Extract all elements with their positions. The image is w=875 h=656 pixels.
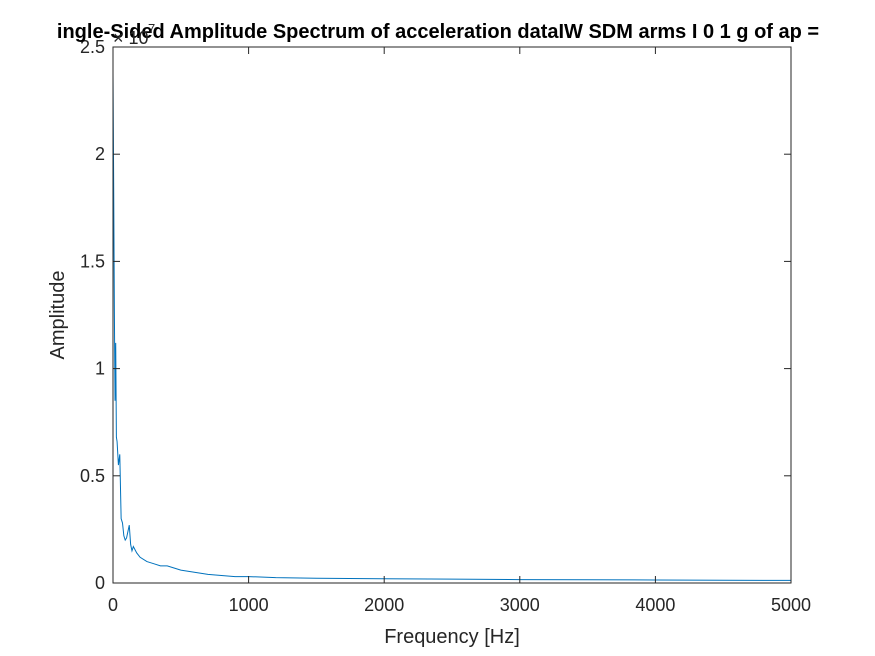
chart-title: ingle-Sided Amplitude Spectrum of accele… [57, 21, 819, 43]
x-tick-label: 4000 [635, 595, 675, 615]
y-tick-label: 1.5 [80, 251, 105, 271]
axes-layer: 0 1000 2000 3000 4000 5000 0 0.5 1 1.5 2 2.5 [80, 37, 811, 615]
x-tick-label: 3000 [500, 595, 540, 615]
plot-area [113, 47, 791, 583]
x-axis-label: Frequency [Hz] [384, 626, 520, 648]
y-tick-label: 1 [95, 359, 105, 379]
x-tick-label: 2000 [364, 595, 404, 615]
axes-box [112, 46, 792, 584]
y-exponent-base: × 10 [113, 28, 149, 48]
x-tick-label: 1000 [229, 595, 269, 615]
y-axis-label: Amplitude [47, 271, 69, 360]
x-tick-label: 0 [108, 595, 118, 615]
series-layer [112, 72, 792, 581]
series-line-0 [112, 72, 792, 581]
y-exponent-label: × 10 7 [113, 21, 155, 48]
y-tick-label: 2 [95, 144, 105, 164]
y-exponent-power: 7 [148, 21, 155, 36]
x-tick-label: 5000 [771, 595, 811, 615]
y-tick-label: 2.5 [80, 37, 105, 57]
y-tick-label: 0 [95, 573, 105, 593]
y-tick-label: 0.5 [80, 466, 105, 486]
